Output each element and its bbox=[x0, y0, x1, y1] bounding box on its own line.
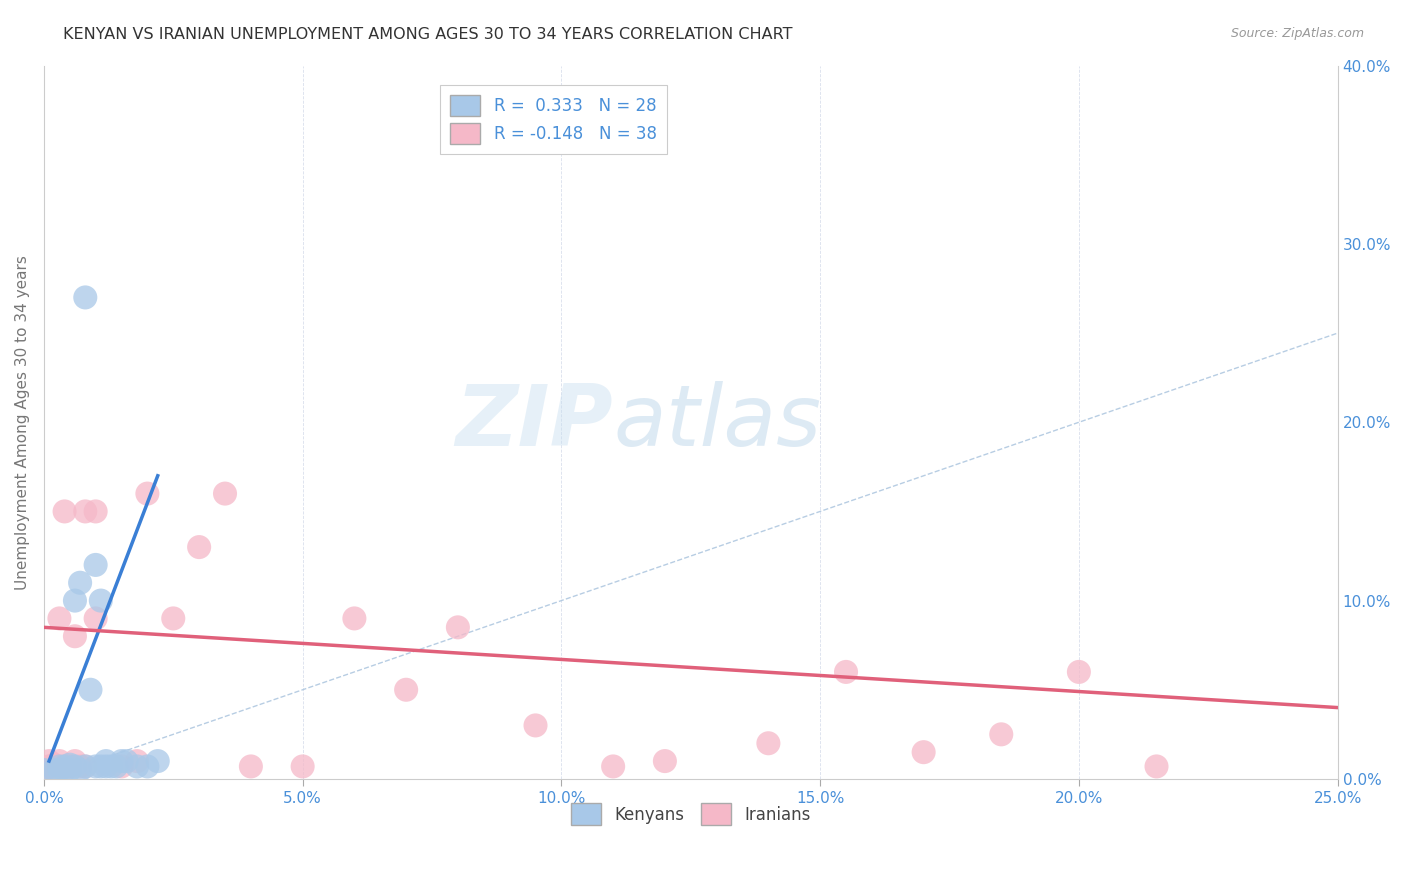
Point bbox=[84, 558, 107, 572]
Point bbox=[90, 759, 112, 773]
Point bbox=[136, 486, 159, 500]
Point bbox=[48, 611, 70, 625]
Point bbox=[84, 504, 107, 518]
Point bbox=[32, 763, 55, 777]
Point bbox=[38, 759, 60, 773]
Point bbox=[69, 763, 91, 777]
Point bbox=[447, 620, 470, 634]
Point bbox=[105, 759, 128, 773]
Point bbox=[53, 759, 76, 773]
Legend: Kenyans, Iranians: Kenyans, Iranians bbox=[561, 793, 821, 835]
Point bbox=[63, 754, 86, 768]
Point bbox=[75, 504, 97, 518]
Point bbox=[125, 754, 148, 768]
Point bbox=[44, 763, 66, 777]
Point bbox=[53, 504, 76, 518]
Point bbox=[48, 759, 70, 773]
Point bbox=[53, 763, 76, 777]
Point bbox=[75, 290, 97, 304]
Text: atlas: atlas bbox=[613, 381, 821, 464]
Point bbox=[44, 763, 66, 777]
Point bbox=[69, 575, 91, 590]
Point bbox=[291, 759, 314, 773]
Point bbox=[75, 759, 97, 773]
Point bbox=[90, 593, 112, 607]
Point bbox=[162, 611, 184, 625]
Point bbox=[48, 754, 70, 768]
Text: ZIP: ZIP bbox=[456, 381, 613, 464]
Text: Source: ZipAtlas.com: Source: ZipAtlas.com bbox=[1230, 27, 1364, 40]
Point bbox=[84, 759, 107, 773]
Point bbox=[758, 736, 780, 750]
Point bbox=[110, 759, 132, 773]
Point bbox=[84, 611, 107, 625]
Point bbox=[835, 665, 858, 679]
Point bbox=[94, 759, 117, 773]
Point bbox=[990, 727, 1012, 741]
Point bbox=[214, 486, 236, 500]
Point bbox=[59, 763, 82, 777]
Point bbox=[110, 754, 132, 768]
Point bbox=[188, 540, 211, 554]
Point bbox=[100, 759, 122, 773]
Point bbox=[343, 611, 366, 625]
Point bbox=[75, 759, 97, 773]
Point bbox=[48, 763, 70, 777]
Point bbox=[912, 745, 935, 759]
Point bbox=[395, 682, 418, 697]
Point bbox=[239, 759, 262, 773]
Point bbox=[1067, 665, 1090, 679]
Point bbox=[94, 754, 117, 768]
Point bbox=[59, 757, 82, 772]
Y-axis label: Unemployment Among Ages 30 to 34 years: Unemployment Among Ages 30 to 34 years bbox=[15, 255, 30, 590]
Point bbox=[38, 754, 60, 768]
Point bbox=[125, 759, 148, 773]
Point bbox=[69, 759, 91, 773]
Point bbox=[1146, 759, 1168, 773]
Point bbox=[146, 754, 169, 768]
Point bbox=[79, 682, 101, 697]
Point bbox=[44, 757, 66, 772]
Point bbox=[115, 754, 138, 768]
Point bbox=[524, 718, 547, 732]
Point bbox=[53, 759, 76, 773]
Point bbox=[63, 759, 86, 773]
Point bbox=[602, 759, 624, 773]
Point bbox=[136, 759, 159, 773]
Point bbox=[63, 593, 86, 607]
Point bbox=[63, 629, 86, 643]
Point bbox=[59, 759, 82, 773]
Point bbox=[59, 759, 82, 773]
Point bbox=[32, 763, 55, 777]
Point bbox=[654, 754, 676, 768]
Text: KENYAN VS IRANIAN UNEMPLOYMENT AMONG AGES 30 TO 34 YEARS CORRELATION CHART: KENYAN VS IRANIAN UNEMPLOYMENT AMONG AGE… bbox=[63, 27, 793, 42]
